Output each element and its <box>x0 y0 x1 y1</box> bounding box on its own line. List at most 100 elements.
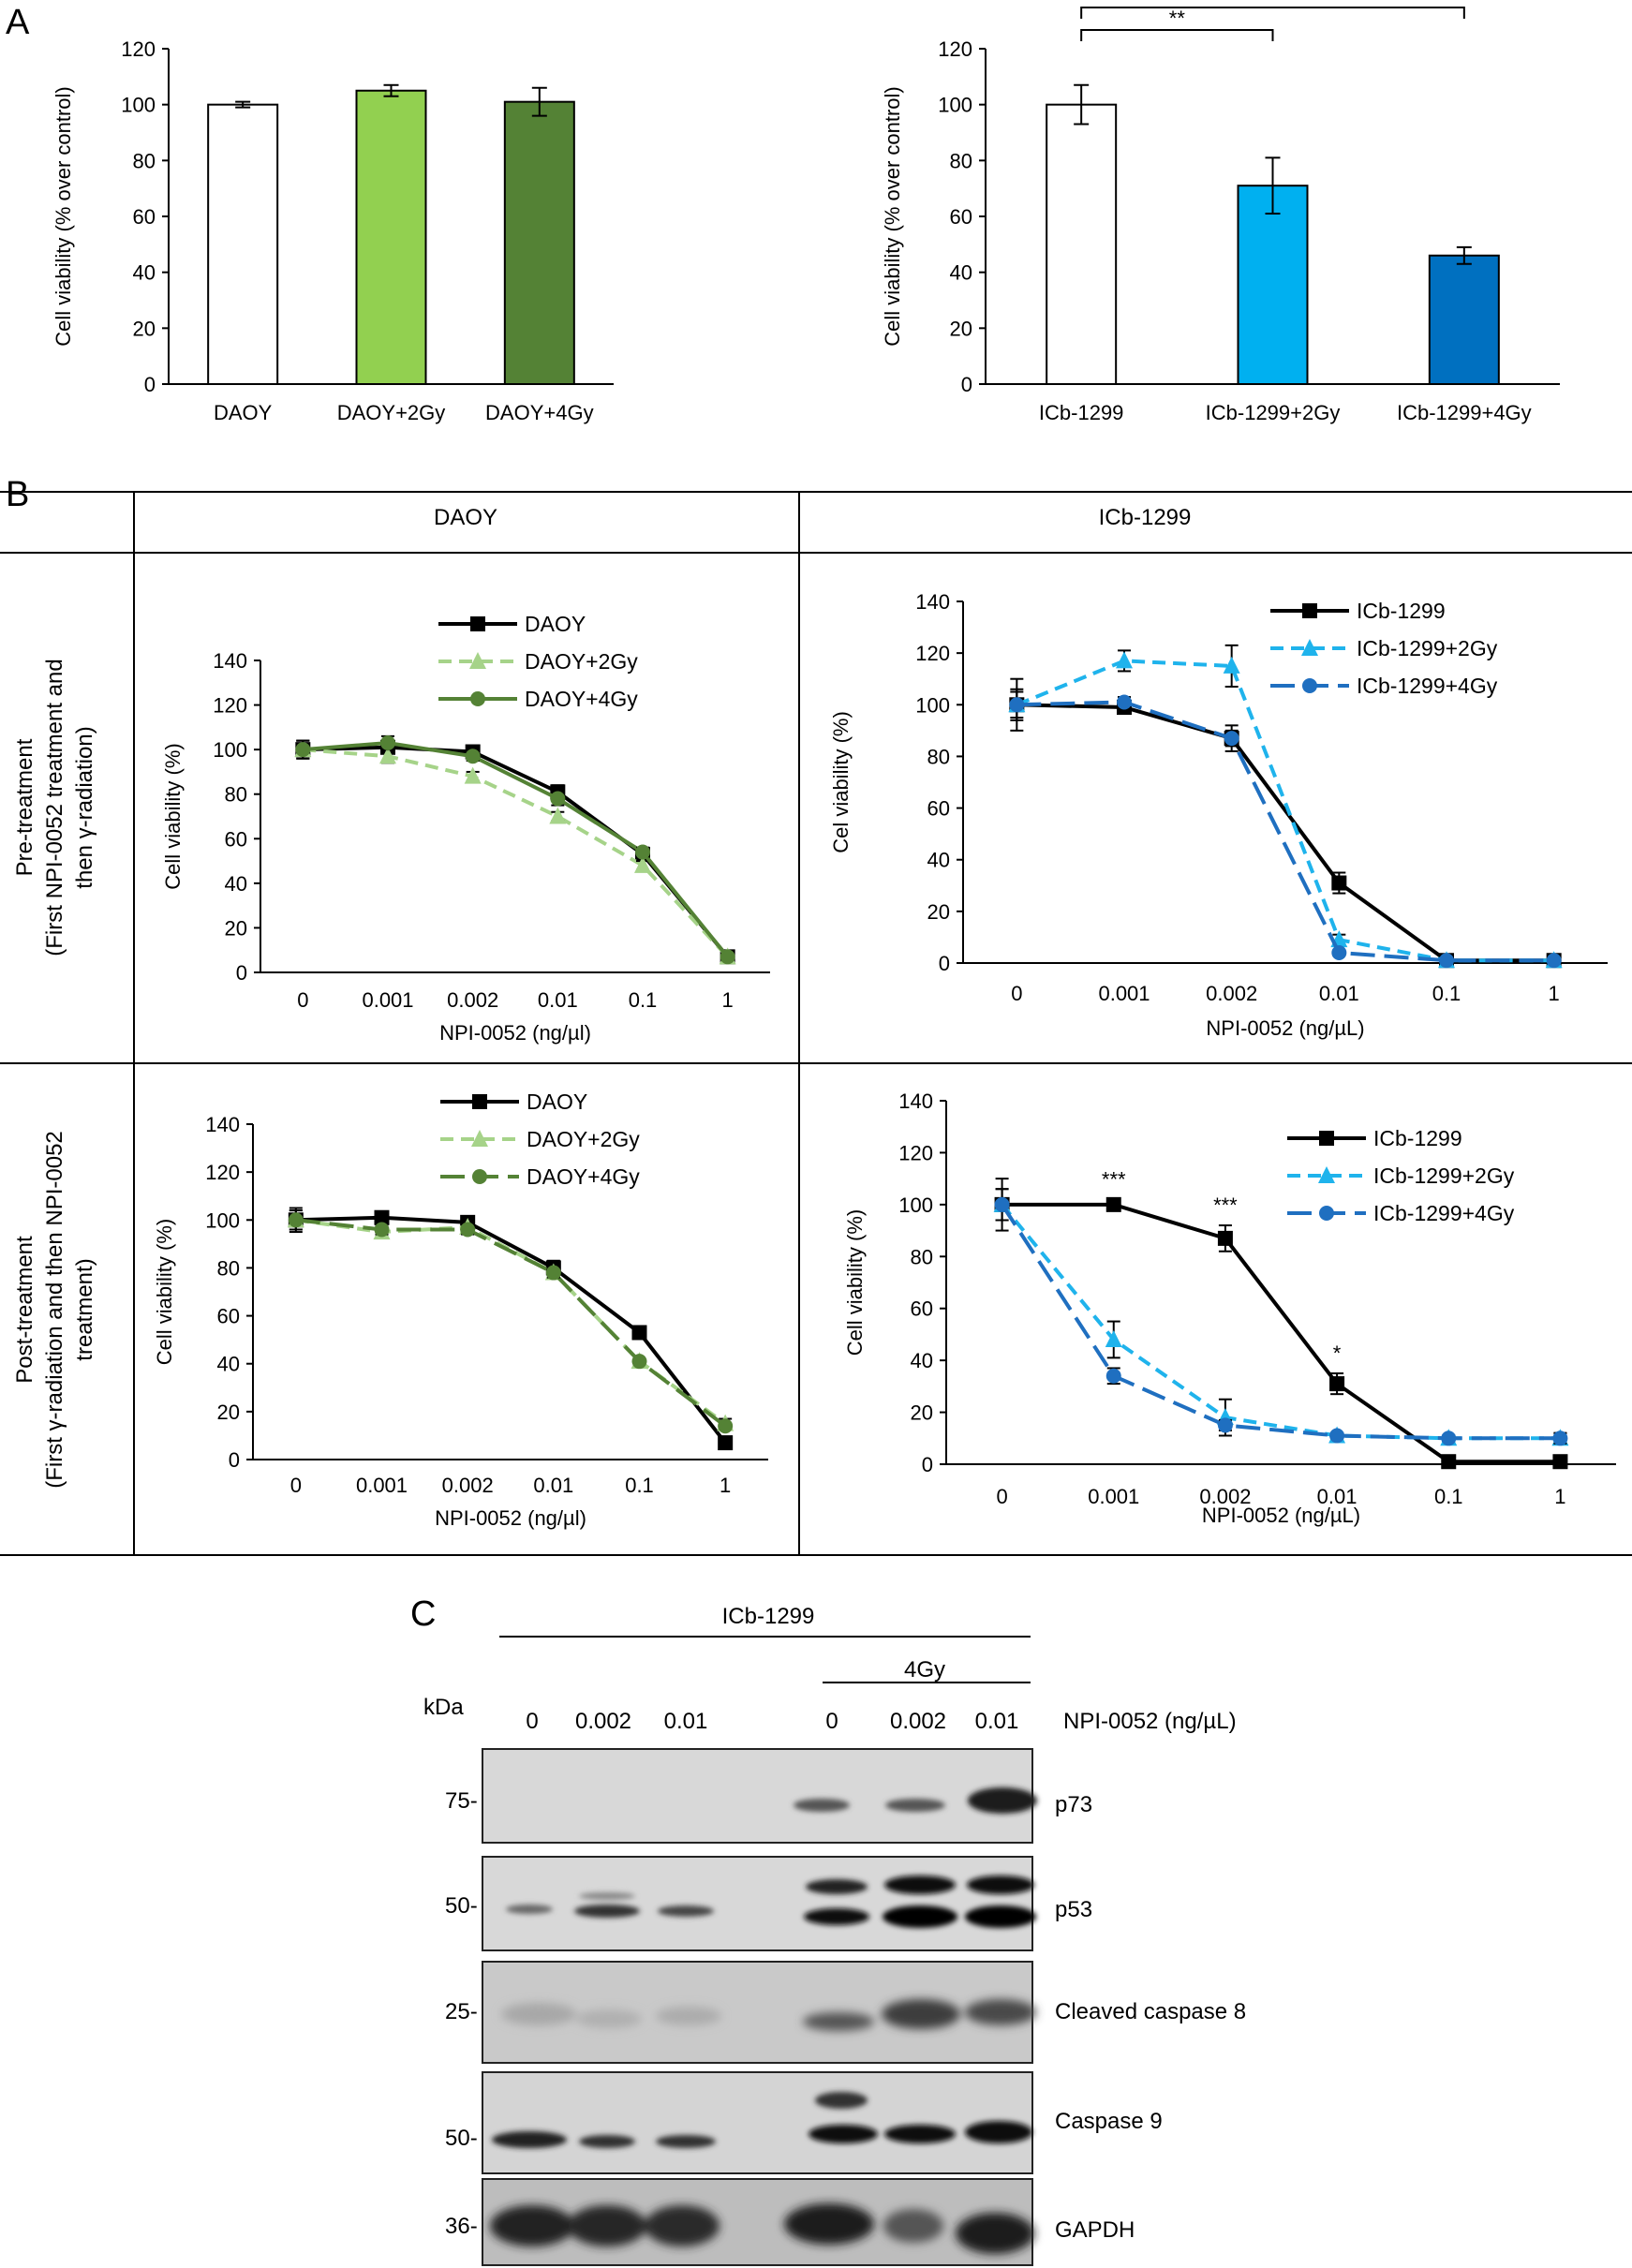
series-icb-1299-4gy <box>1009 690 1562 969</box>
blot-label: GAPDH <box>1055 2217 1135 2243</box>
data-point <box>470 616 485 631</box>
y-tick-label: 40 <box>133 261 156 285</box>
y-tick-label: 60 <box>950 205 972 229</box>
row-label-pre-line3: then γ-radiation) <box>72 726 97 888</box>
y-tick-label: 100 <box>121 94 156 117</box>
data-point <box>545 1265 561 1281</box>
x-tick-label: 0.001 <box>356 1474 408 1497</box>
data-point <box>1441 1430 1457 1446</box>
legend-label: ICb-1299 <box>1373 1126 1462 1150</box>
y-tick-label: 20 <box>133 317 156 340</box>
row-label-post: Post-treatment (First γ-radiation and th… <box>12 1131 97 1489</box>
blot-band <box>576 2009 642 2028</box>
data-point <box>1319 1131 1334 1146</box>
data-point <box>1105 1196 1121 1212</box>
y-tick-label: 0 <box>939 952 950 975</box>
y-tick-label: 80 <box>927 745 950 768</box>
y-tick-label: 140 <box>915 590 950 614</box>
line-chart-pre-icb1299: 0 20 40 60 80 100 120 140 Cel viability (%) 0 0.00… <box>829 590 1608 1040</box>
data-point <box>1318 1166 1335 1183</box>
blot-band <box>490 2205 574 2246</box>
legend-label: ICb-1299+2Gy <box>1373 1164 1515 1188</box>
y-tick-label: 120 <box>121 37 156 61</box>
x-tick-label: 0.001 <box>1098 982 1150 1005</box>
x-tick-label: 0 <box>1011 982 1022 1005</box>
x-tick-label: ICb-1299+4Gy <box>1397 401 1532 424</box>
data-point <box>470 691 485 706</box>
blot-band <box>645 2205 720 2246</box>
legend-item: ICb-1299+2Gy <box>1270 636 1498 660</box>
y-tick-label: 120 <box>898 1141 933 1164</box>
y-tick-label: 0 <box>229 1448 240 1472</box>
blot-band <box>804 1908 869 1925</box>
series-line <box>295 1215 727 1445</box>
data-point <box>471 1130 488 1147</box>
blot-label: p73 <box>1055 1792 1092 1817</box>
blot-membrane <box>482 1748 1033 1844</box>
legend-label: DAOY+2Gy <box>527 1127 640 1151</box>
col-header-daoy: DAOY <box>434 505 497 530</box>
y-tick-label: 120 <box>205 1161 240 1184</box>
y-tick-label: 140 <box>213 649 247 673</box>
significance-bracket <box>1080 7 1465 19</box>
row-label-post-line3: treatment) <box>72 1258 97 1360</box>
blot-band <box>956 2213 1034 2254</box>
blot-band <box>968 1787 1037 1814</box>
blot-band <box>579 2135 635 2148</box>
y-axis-label: Cell viability (% over control) <box>881 86 904 347</box>
y-tick-label: 100 <box>898 1193 933 1217</box>
y-tick-label: 60 <box>225 827 247 851</box>
data-point <box>550 791 566 807</box>
series-icb-1299-4gy <box>994 1188 1568 1446</box>
blot-band <box>965 1999 1036 2025</box>
x-tick-label: 0.001 <box>362 988 413 1012</box>
legend-label: ICb-1299+4Gy <box>1373 1201 1515 1225</box>
blot-label: Caspase 9 <box>1055 2109 1163 2134</box>
blot-band <box>883 2209 943 2243</box>
x-tick-label: 0.002 <box>1206 982 1257 1005</box>
series-icb-1299 <box>994 1178 1568 1470</box>
y-axis-label: Cel viability (%) <box>829 711 853 853</box>
y-tick-label: 60 <box>133 205 156 229</box>
bar <box>1237 185 1309 385</box>
blot-band <box>574 1905 640 1918</box>
series-line <box>295 1218 727 1426</box>
series-line <box>1001 1202 1561 1464</box>
y-tick-label: 40 <box>217 1353 240 1376</box>
series-line <box>303 740 730 958</box>
panel-letter-c: C <box>410 1594 436 1634</box>
data-point <box>1009 697 1025 713</box>
data-point <box>631 1325 647 1341</box>
data-point <box>1552 1430 1568 1446</box>
data-point <box>631 1354 647 1370</box>
y-tick-label: 120 <box>915 642 950 665</box>
x-axis-label: NPI-0052 (ng/µl) <box>439 1021 591 1045</box>
x-tick-label: 0.002 <box>1199 1485 1251 1508</box>
blot-p73: 75- p73 <box>445 1748 1092 1844</box>
x-axis-label: NPI-0052 (ng/µl) <box>435 1506 586 1530</box>
y-tick-label: 80 <box>133 149 156 172</box>
bar <box>207 103 279 386</box>
blot-marker: 36- <box>445 2214 478 2239</box>
line-chart-post-daoy: 0 20 40 60 80 100 120 140 Cell viability (%) 0 0.0… <box>153 1090 768 1530</box>
data-point <box>1301 639 1318 656</box>
blot-band <box>883 1905 957 1928</box>
blot-band <box>579 1892 635 1900</box>
series-line <box>1000 1203 1561 1441</box>
blot-band <box>806 1879 868 1894</box>
data-point <box>380 735 395 751</box>
wb-lane-label-2: 0.002 <box>575 1709 631 1734</box>
data-point <box>1331 944 1347 960</box>
x-tick-label: 1 <box>720 1474 731 1497</box>
x-tick-label: 0 <box>290 1474 302 1497</box>
blot-band <box>809 2125 878 2143</box>
y-tick-label: 140 <box>205 1113 240 1136</box>
x-tick-label: 0.1 <box>1432 982 1461 1005</box>
y-tick-label: 80 <box>911 1245 933 1268</box>
data-point <box>464 766 482 784</box>
blot-label: p53 <box>1055 1897 1092 1922</box>
blot-band <box>884 1875 956 1894</box>
blot-marker: 75- <box>445 1788 478 1814</box>
data-point <box>1331 875 1347 891</box>
data-point <box>1302 603 1317 618</box>
